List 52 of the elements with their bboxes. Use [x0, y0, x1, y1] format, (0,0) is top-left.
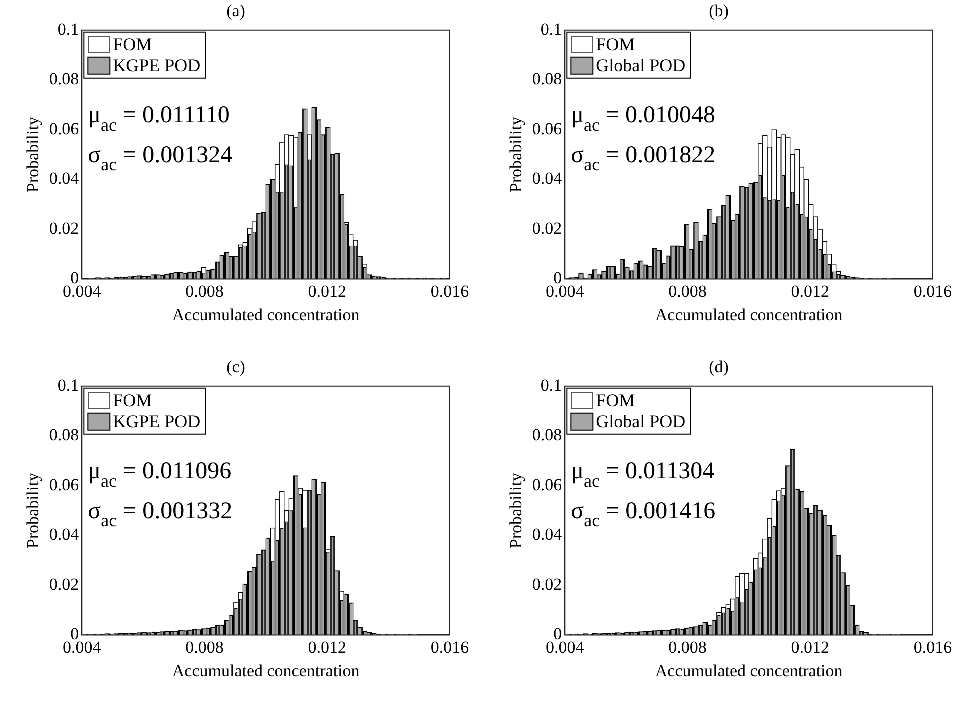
legend-label: Global POD: [596, 56, 686, 76]
x-tick-label: 0.016: [430, 638, 470, 657]
y-tick-label: 0.02: [532, 574, 562, 594]
y-tick-label: 0.04: [49, 525, 80, 544]
legend-label: FOM: [596, 390, 636, 411]
y-tick-label: 0.1: [540, 20, 562, 39]
y-tick-label: 0.06: [532, 119, 562, 138]
x-tick-label: 0.012: [308, 282, 347, 301]
legend-label: FOM: [113, 34, 152, 55]
legend-label: KGPE POD: [113, 56, 201, 76]
x-tick-label: 0.012: [308, 638, 347, 657]
y-tick-label: 0.1: [58, 376, 80, 395]
y-tick-label: 0.04: [532, 169, 563, 188]
x-tick-label: 0.008: [186, 282, 224, 301]
chart-title: (a): [226, 2, 246, 21]
y-tick-label: 0.08: [49, 426, 80, 445]
x-tick-label: 0.016: [914, 282, 952, 301]
y-tick-label: 0.08: [49, 70, 80, 89]
y-tick-label: 0.02: [49, 218, 80, 238]
legend-label: FOM: [113, 390, 152, 411]
x-tick-label: 0.008: [668, 282, 707, 301]
y-axis-title: Probability: [24, 116, 43, 193]
chart-title: (d): [709, 358, 729, 377]
legend-label: Global POD: [596, 412, 686, 432]
y-tick-label: 0.08: [532, 426, 562, 445]
y-tick-label: 0.06: [49, 475, 80, 494]
y-tick-label: 0.08: [532, 70, 562, 89]
x-tick-label: 0.016: [430, 282, 470, 301]
y-tick-label: 0.02: [532, 218, 562, 238]
x-axis-title: Accumulated concentration: [172, 305, 360, 324]
x-tick-label: 0.008: [668, 638, 707, 657]
y-tick-label: 0.02: [49, 574, 80, 594]
x-axis-title: Accumulated concentration: [655, 305, 844, 324]
y-axis-title: Probability: [24, 472, 43, 549]
x-tick-label: 0.012: [791, 638, 830, 657]
y-tick-label: 0.06: [532, 475, 562, 494]
y-tick-label: 0.1: [58, 20, 80, 39]
y-axis-title: Probability: [506, 116, 526, 193]
chart-title: (c): [226, 358, 246, 377]
y-tick-label: 0.1: [540, 376, 562, 395]
x-axis-title: Accumulated concentration: [172, 661, 360, 680]
y-tick-label: 0.04: [532, 525, 563, 544]
y-tick-label: 0.06: [49, 119, 80, 138]
x-tick-label: 0.008: [186, 638, 224, 657]
y-axis-title: Probability: [506, 472, 526, 549]
chart-title: (b): [709, 2, 729, 21]
x-tick-label: 0.012: [791, 282, 830, 301]
y-tick-label: 0.04: [49, 169, 80, 188]
legend-label: FOM: [596, 34, 636, 55]
x-tick-label: 0.016: [914, 638, 952, 657]
legend-label: KGPE POD: [113, 412, 201, 432]
x-axis-title: Accumulated concentration: [655, 661, 844, 680]
